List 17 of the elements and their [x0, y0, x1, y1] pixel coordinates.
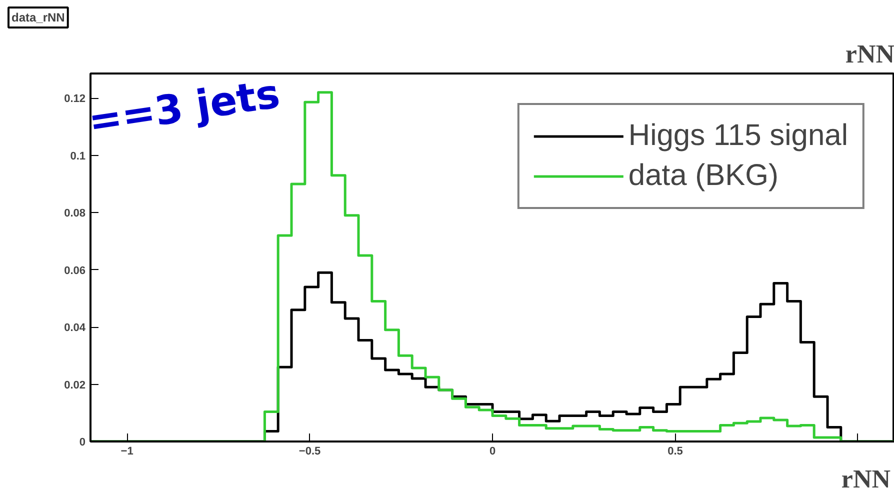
x-tick-label: 0	[489, 446, 496, 458]
y-tick-label: 0.1	[70, 150, 86, 162]
y-tick-label: 0.12	[64, 93, 86, 106]
text: rNN	[845, 40, 894, 68]
y-tick-label: 0	[79, 436, 86, 448]
x-tick-label: −0.5	[298, 446, 321, 458]
y-tick-label: 0.04	[64, 322, 86, 334]
y-tick-label: 0.06	[64, 264, 86, 277]
y-tick-label: 0.08	[64, 208, 86, 220]
annotation: ==3 jets	[85, 71, 283, 146]
chart-title: data_rNN	[12, 10, 65, 24]
legend-label: data (BKG)	[628, 159, 778, 193]
y-tick-label: 0.02	[64, 379, 86, 392]
x-tick-label: −1	[120, 446, 134, 458]
x-tick-label: 0.5	[668, 446, 683, 458]
x-axis-title: rNN	[841, 464, 891, 494]
legend-label: Higgs 115 signal	[628, 119, 848, 153]
